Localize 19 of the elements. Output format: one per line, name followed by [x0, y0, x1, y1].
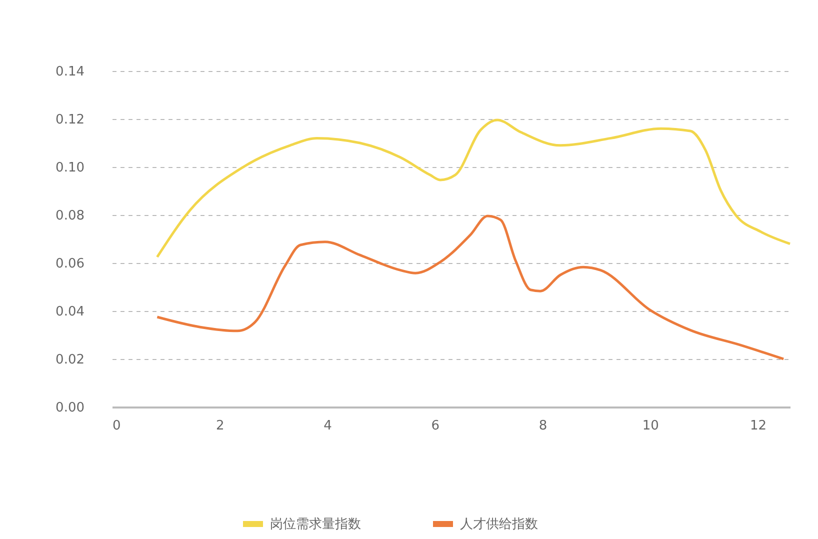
y-tick-label: 0.02: [56, 352, 84, 368]
x-tick-label: 12: [750, 418, 766, 434]
y-tick-label: 0.04: [56, 304, 84, 320]
x-tick-label: 0: [112, 418, 121, 434]
x-tick-label: 10: [642, 418, 659, 434]
y-tick-label: 0.06: [56, 256, 84, 272]
y-tick-label: 0.14: [56, 64, 84, 80]
y-tick-label: 0.10: [56, 160, 84, 176]
y-tick-label: 0.12: [56, 112, 84, 128]
x-tick-label: 8: [538, 418, 548, 434]
line-series: [156, 214, 785, 360]
legend-label: 人才供给指数: [460, 517, 538, 532]
legend-label: 岗位需求量指数: [270, 517, 361, 532]
x-tick-label: 6: [431, 418, 440, 434]
y-tick-label: 0.08: [56, 208, 84, 224]
y-tick-label: 0.00: [56, 400, 84, 416]
line-series: [156, 118, 792, 258]
x-tick-label: 4: [324, 418, 332, 434]
x-tick-label: 2: [216, 418, 224, 434]
